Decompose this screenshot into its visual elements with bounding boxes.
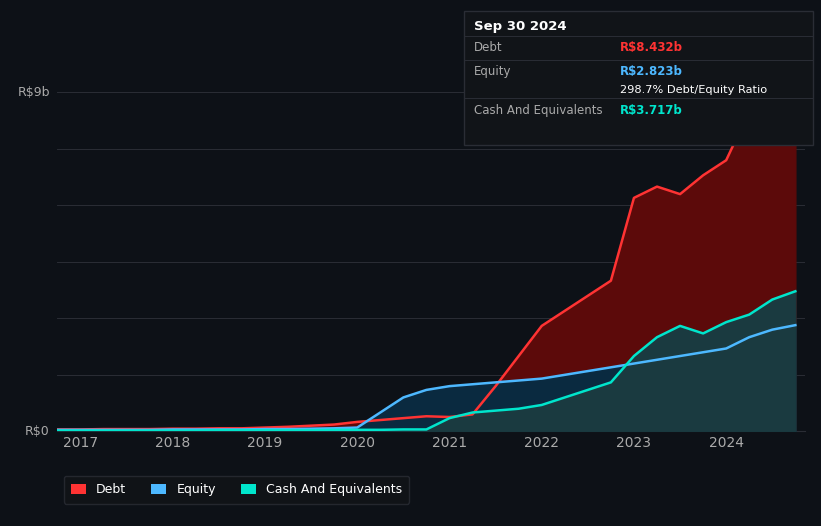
Text: R$8.432b: R$8.432b xyxy=(620,41,683,54)
Text: R$0: R$0 xyxy=(25,425,50,438)
Text: Sep 30 2024: Sep 30 2024 xyxy=(474,20,566,33)
Text: Cash And Equivalents: Cash And Equivalents xyxy=(474,104,603,117)
Legend: Debt, Equity, Cash And Equivalents: Debt, Equity, Cash And Equivalents xyxy=(64,476,410,504)
Text: R$9b: R$9b xyxy=(17,86,50,99)
Text: 298.7% Debt/Equity Ratio: 298.7% Debt/Equity Ratio xyxy=(620,85,767,95)
Text: R$2.823b: R$2.823b xyxy=(620,65,683,78)
Text: Equity: Equity xyxy=(474,65,511,78)
Text: Debt: Debt xyxy=(474,41,502,54)
Text: R$3.717b: R$3.717b xyxy=(620,104,682,117)
